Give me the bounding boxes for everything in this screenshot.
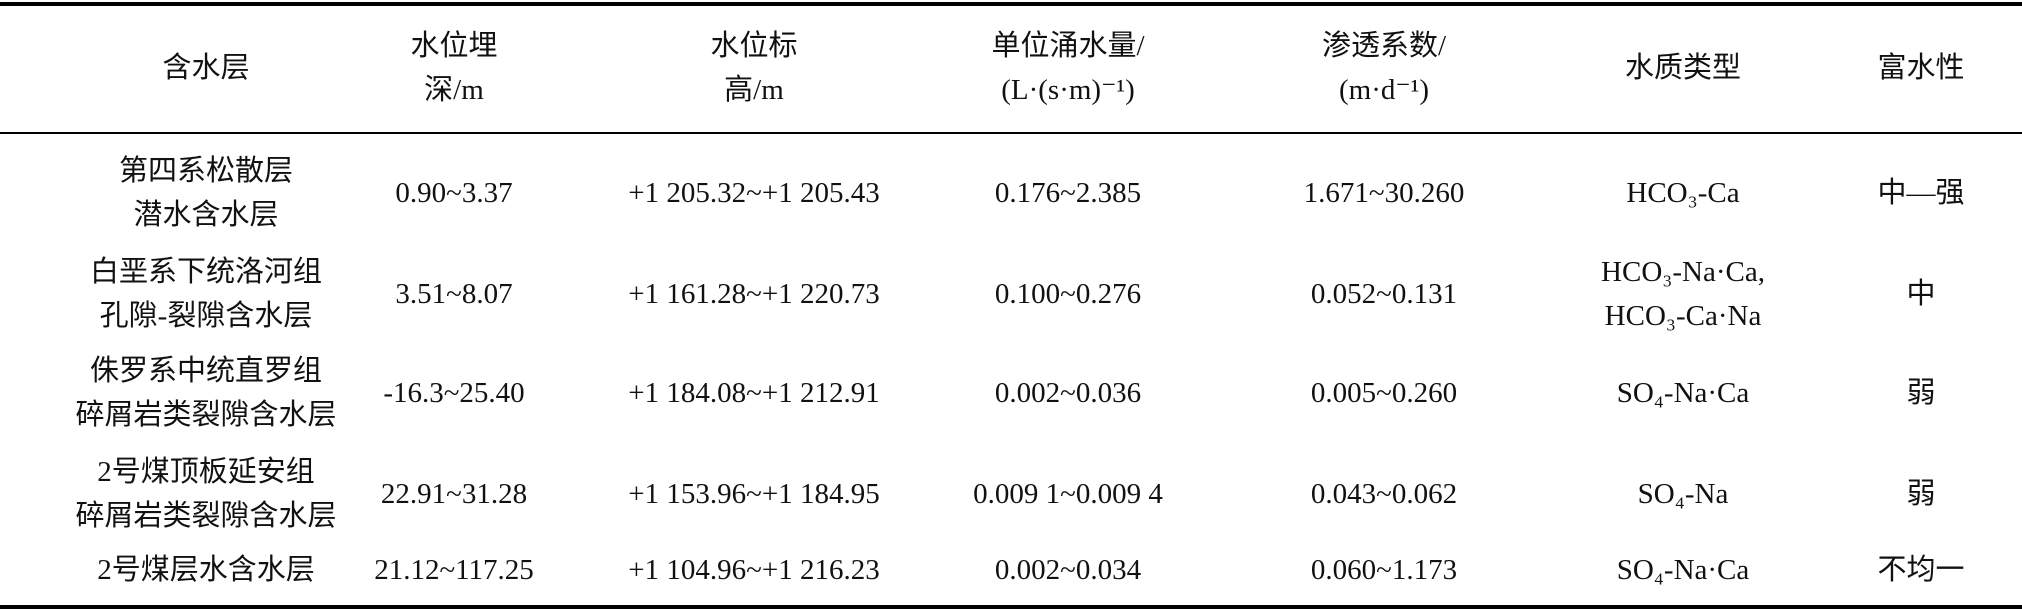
cell-text: 白垩系下统洛河组 [89, 256, 323, 288]
cell-text: 弱 [1906, 377, 1936, 409]
cell-text: 含水层 [162, 52, 250, 84]
cell-text: 21.12~117.25 [374, 554, 534, 586]
body-cell: 0.002~0.034 [995, 548, 1141, 592]
cell-text: HCO₃-Ca [1626, 177, 1740, 209]
body-cell: 2号煤层水含水层 [97, 548, 315, 592]
header-cell: 渗透系数/ (m·d⁻¹) [1322, 24, 1446, 112]
cell-text: 3.51~8.07 [395, 278, 513, 310]
cell-text: 0.176~2.385 [994, 177, 1142, 209]
body-cell: 中—强 [1877, 171, 1964, 215]
cell-text: 高/m [724, 74, 784, 106]
body-cell: 2号煤顶板延安组 碎屑岩类裂隙含水层 [75, 450, 336, 538]
cell-text: 2号煤层水含水层 [97, 554, 315, 586]
body-cell: 0.009 1~0.009 4 [973, 472, 1163, 516]
cell-text: +1 184.08~+1 212.91 [628, 377, 880, 409]
body-cell: 0.043~0.062 [1311, 472, 1457, 516]
header-rule [0, 132, 2022, 134]
header-cell: 富水性 [1877, 46, 1964, 90]
cell-text: 0.002~0.034 [994, 554, 1142, 586]
cell-text: 水位埋 [410, 30, 498, 62]
body-cell: 21.12~117.25 [374, 548, 534, 592]
cell-text: SO₄-Na [1637, 478, 1729, 510]
body-cell: +1 153.96~+1 184.95 [628, 472, 879, 516]
body-cell: +1 161.28~+1 220.73 [628, 272, 879, 316]
cell-text: 中 [1906, 278, 1936, 310]
body-cell: +1 205.32~+1 205.43 [628, 171, 879, 215]
body-cell: 22.91~31.28 [381, 472, 527, 516]
body-cell: +1 104.96~+1 216.23 [628, 548, 879, 592]
body-cell: HCO₃-Na·Ca, HCO₃-Ca·Na [1601, 250, 1765, 338]
cell-text: 0.005~0.260 [1310, 377, 1458, 409]
cell-text: 0.052~0.131 [1310, 278, 1458, 310]
cell-text: (L·(s·m)⁻¹) [1001, 74, 1135, 106]
cell-text: 0.009 1~0.009 4 [973, 478, 1163, 510]
body-cell: +1 184.08~+1 212.91 [628, 371, 879, 415]
cell-text: +1 205.32~+1 205.43 [628, 177, 880, 209]
cell-text: 0.002~0.036 [994, 377, 1142, 409]
cell-text: 弱 [1906, 478, 1936, 510]
cell-text: HCO₃-Na·Ca, [1601, 256, 1765, 288]
cell-text: 水位标 [710, 30, 798, 62]
cell-text: 碎屑岩类裂隙含水层 [75, 500, 337, 532]
body-cell: 0.060~1.173 [1311, 548, 1457, 592]
body-cell: 白垩系下统洛河组 孔隙-裂隙含水层 [90, 250, 322, 338]
cell-text: +1 161.28~+1 220.73 [628, 278, 880, 310]
body-cell: 1.671~30.260 [1304, 171, 1465, 215]
bottom-rule [0, 605, 2022, 609]
cell-text: 0.90~3.37 [395, 177, 513, 209]
body-cell: 3.51~8.07 [395, 272, 512, 316]
cell-text: +1 153.96~+1 184.95 [628, 478, 880, 510]
cell-text: 潜水含水层 [133, 199, 279, 231]
header-cell: 单位涌水量/ (L·(s·m)⁻¹) [991, 24, 1144, 112]
cell-text: 碎屑岩类裂隙含水层 [75, 399, 337, 431]
cell-text: 0.060~1.173 [1310, 554, 1458, 586]
cell-text: SO₄-Na·Ca [1616, 554, 1750, 586]
body-cell: 0.005~0.260 [1311, 371, 1457, 415]
cell-text: 0.100~0.276 [994, 278, 1142, 310]
body-cell: SO₄-Na·Ca [1617, 371, 1750, 415]
cell-text: 富水性 [1877, 52, 1965, 84]
cell-text: -16.3~25.40 [383, 377, 525, 409]
body-cell: 0.002~0.036 [995, 371, 1141, 415]
body-cell: 中 [1906, 272, 1935, 316]
cell-text: 不均一 [1877, 554, 1965, 586]
cell-text: 第四系松散层 [118, 155, 294, 187]
cell-text: 深/m [424, 74, 484, 106]
cell-text: 水质类型 [1624, 52, 1742, 84]
cell-text: 单位涌水量/ [991, 30, 1145, 62]
header-cell: 水质类型 [1625, 46, 1741, 90]
body-cell: 弱 [1906, 371, 1935, 415]
cell-text: +1 104.96~+1 216.23 [628, 554, 880, 586]
cell-text: 中—强 [1877, 177, 1965, 209]
cell-text: 2号煤顶板延安组 [97, 456, 315, 488]
cell-text: 22.91~31.28 [380, 478, 528, 510]
body-cell: 0.052~0.131 [1311, 272, 1457, 316]
cell-text: 渗透系数/ [1321, 30, 1447, 62]
body-cell: 0.100~0.276 [995, 272, 1141, 316]
body-cell: 第四系松散层 潜水含水层 [119, 149, 293, 237]
cell-text: 0.043~0.062 [1310, 478, 1458, 510]
body-cell: 0.90~3.37 [395, 171, 512, 215]
body-cell: SO₄-Na·Ca [1617, 548, 1750, 592]
header-cell: 水位埋深/m [410, 24, 497, 112]
body-cell: SO₄-Na [1638, 472, 1729, 516]
cell-text: 孔隙-裂隙含水层 [99, 300, 313, 332]
cell-text: 1.671~30.260 [1303, 177, 1465, 209]
cell-text: (m·d⁻¹) [1338, 74, 1430, 106]
cell-text: SO₄-Na·Ca [1616, 377, 1750, 409]
body-cell: 0.176~2.385 [995, 171, 1141, 215]
top-rule [0, 2, 2022, 6]
body-cell: 不均一 [1877, 548, 1964, 592]
header-cell: 含水层 [162, 46, 249, 90]
body-cell: HCO₃-Ca [1626, 171, 1739, 215]
body-cell: 侏罗系中统直罗组 碎屑岩类裂隙含水层 [75, 349, 336, 437]
cell-text: HCO₃-Ca·Na [1604, 300, 1762, 332]
body-cell: 弱 [1906, 472, 1935, 516]
header-cell: 水位标高/m [710, 24, 797, 112]
body-cell: -16.3~25.40 [383, 371, 524, 415]
cell-text: 侏罗系中统直罗组 [89, 355, 323, 387]
